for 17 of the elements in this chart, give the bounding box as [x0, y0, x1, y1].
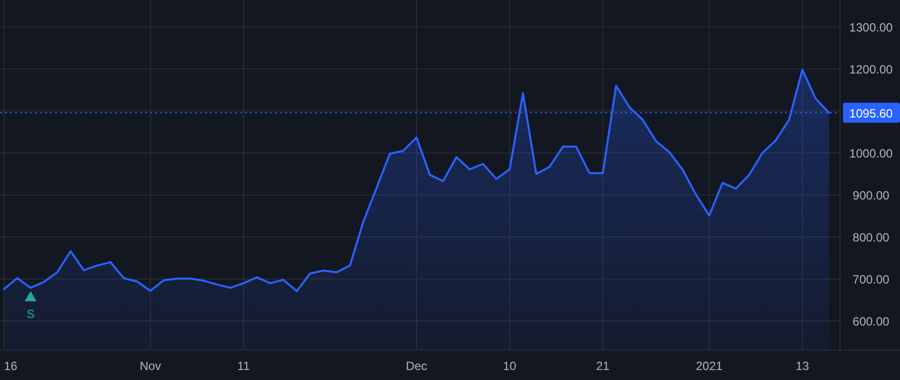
y-tick-label: 700.00 [852, 272, 890, 286]
y-tick-label: 1200.00 [849, 62, 894, 76]
y-tick-label: 1000.00 [849, 146, 894, 160]
x-tick-label: 21 [596, 359, 610, 373]
y-tick-label: 800.00 [852, 230, 890, 244]
x-tick-label: 13 [796, 359, 810, 373]
x-tick-label: 2021 [696, 359, 723, 373]
x-tick-label: 10 [502, 359, 517, 373]
x-tick-label: Dec [406, 359, 428, 373]
x-tick-label: Nov [140, 359, 162, 373]
x-tick-label: 11 [237, 359, 250, 373]
y-tick-label: 600.00 [852, 314, 890, 329]
x-tick-label: 16 [4, 359, 18, 373]
ref-line-label: 1095.60 [849, 106, 894, 120]
y-tick-label: 1300.00 [849, 20, 894, 34]
y-tick-label: 900.00 [852, 188, 890, 202]
annotation: S [26, 306, 35, 321]
